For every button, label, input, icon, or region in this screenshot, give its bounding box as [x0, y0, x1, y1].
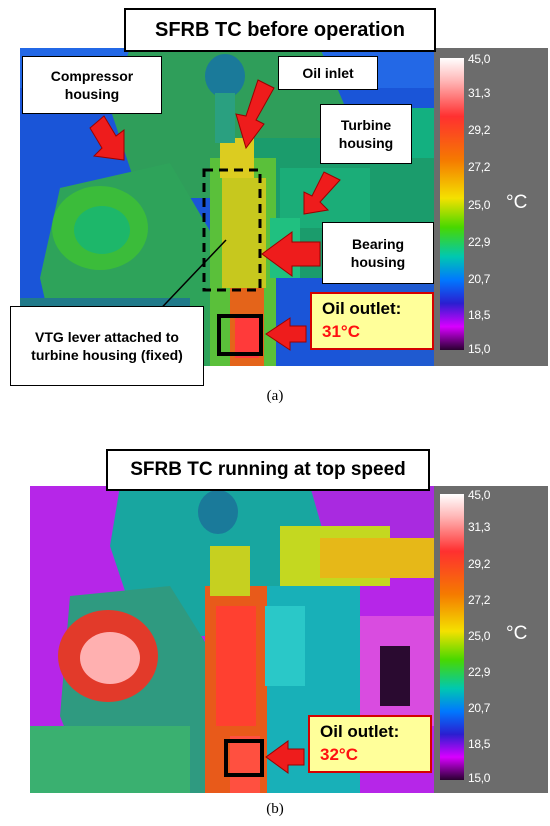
scale-tick: 15,0 — [468, 342, 491, 356]
scale-tick: 25,0 — [468, 198, 491, 212]
turbine-housing-label: Turbine housing — [320, 104, 412, 164]
temperature-scale-a: 45,0 31,3 29,2 27,2 25,0 22,9 20,7 18,5 … — [434, 48, 548, 366]
scale-tick: 18,5 — [468, 308, 491, 322]
oil-outlet-box-marker — [224, 739, 264, 777]
panel-a: 45,0 31,3 29,2 27,2 25,0 22,9 20,7 18,5 … — [10, 8, 548, 404]
oil-outlet-label: Oil outlet: — [322, 299, 402, 318]
panel-b: 45,0 31,3 29,2 27,2 25,0 22,9 20,7 18,5 … — [0, 413, 550, 826]
oil-outlet-box-marker — [217, 314, 263, 356]
annotation-overlay-b — [224, 739, 305, 777]
oil-inlet-label: Oil inlet — [278, 56, 378, 90]
oil-outlet-label: Oil outlet: — [320, 722, 400, 741]
scale-tick: 20,7 — [468, 701, 491, 715]
colorbar — [440, 494, 464, 780]
caption-a: (a) — [266, 388, 284, 404]
oil-outlet-arrow — [265, 317, 307, 351]
scale-unit: °C — [506, 623, 528, 644]
oil-inlet-arrow — [235, 79, 275, 150]
bearing-arrow — [261, 231, 321, 277]
scale-tick: 27,2 — [468, 160, 491, 174]
caption-b: (b) — [266, 801, 284, 817]
scale-tick: 31,3 — [468, 86, 491, 100]
scale-tick: 20,7 — [468, 272, 491, 286]
panel-a-title: SFRB TC before operation — [124, 8, 436, 52]
oil-outlet-arrow — [265, 740, 305, 774]
compressor-arrow — [89, 115, 125, 161]
scale-tick: 31,3 — [468, 520, 491, 534]
scale-tick: 22,9 — [468, 235, 491, 249]
vtg-lever-label: VTG lever attached to turbine housing (f… — [10, 306, 204, 386]
scale-unit: °C — [506, 192, 528, 213]
scale-tick: 45,0 — [468, 52, 491, 66]
scale-tick: 45,0 — [468, 488, 491, 502]
scale-tick: 27,2 — [468, 593, 491, 607]
panel-b-title: SFRB TC running at top speed — [106, 449, 430, 491]
scale-tick: 29,2 — [468, 557, 491, 571]
oil-outlet-temp: 32°C — [320, 744, 358, 764]
turbine-arrow — [303, 171, 341, 215]
compressor-housing-label: Compressor housing — [22, 56, 162, 114]
bearing-housing-label: Bearing housing — [322, 222, 434, 284]
temperature-scale-b: 45,0 31,3 29,2 27,2 25,0 22,9 20,7 18,5 … — [434, 486, 548, 793]
thermal-image-before — [20, 48, 434, 366]
scale-tick: 15,0 — [468, 771, 491, 785]
colorbar — [440, 58, 464, 350]
oil-outlet-box-a: Oil outlet: 31°C — [310, 292, 434, 350]
scale-tick: 29,2 — [468, 123, 491, 137]
oil-outlet-box-b: Oil outlet: 32°C — [308, 715, 432, 773]
scale-tick: 25,0 — [468, 629, 491, 643]
bearing-dashed-box — [202, 168, 262, 292]
oil-outlet-temp: 31°C — [322, 321, 360, 341]
thermal-image-before-graphic — [20, 48, 434, 366]
scale-tick: 18,5 — [468, 737, 491, 751]
scale-tick: 22,9 — [468, 665, 491, 679]
